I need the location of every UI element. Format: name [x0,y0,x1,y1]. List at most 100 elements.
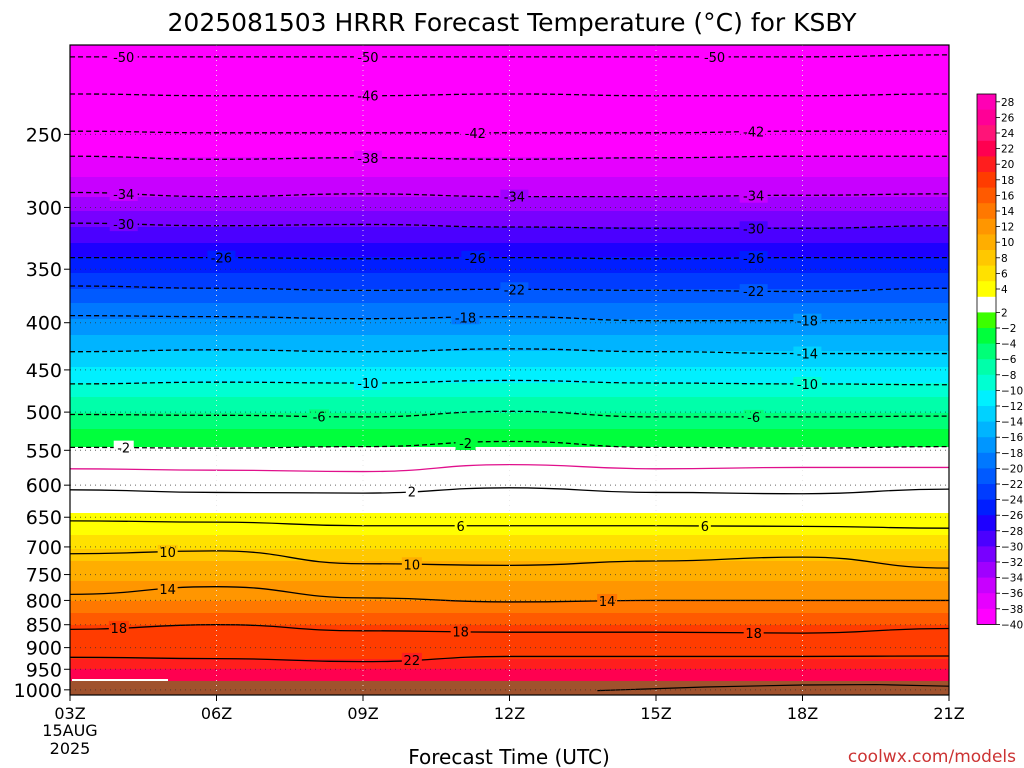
ground-snow-marker [72,679,168,681]
colorbar-swatch [977,530,996,547]
colorbar-tick-label: −34 [1001,573,1023,585]
y-tick-label: 400 [26,313,62,335]
colorbar-tick-label: 4 [1001,284,1008,296]
contour-label: -50 [113,51,134,66]
y-tick-label: 700 [26,537,62,559]
contour-label: -38 [357,152,378,167]
x-axis-label: Forecast Time (UTC) [408,745,610,768]
colorbar-swatch [977,218,996,235]
colorbar-tick-label: 8 [1001,253,1008,265]
colorbar-swatch [977,406,996,422]
isotherm-line [70,54,949,58]
contour-label: -34 [504,191,525,206]
colorbar-swatch [977,515,996,532]
colorbar-swatch [977,343,996,360]
colorbar-tick-label: −4 [1001,339,1017,351]
x-tick-label: 18Z [787,704,818,723]
isotherm-line [70,487,949,495]
colorbar-tick-label: 22 [1001,144,1014,156]
colorbar-swatch [977,608,996,625]
colorbar-tick-label: 14 [1001,206,1015,218]
contour-label: 18 [452,626,469,641]
contour-label: 10 [404,558,421,573]
colorbar-tick-label: 18 [1001,175,1014,187]
isotherm-line [70,130,949,134]
y-tick-label: 300 [26,197,62,219]
surface-isotherm-line [597,683,949,692]
colorbar-swatch [977,437,996,454]
x-axis: 03Z 06Z 09Z 12Z 15Z 18Z 21Z [54,695,965,723]
contour-label: -6 [747,411,760,426]
contour-label: -26 [211,252,232,267]
colorbar-tick-label: 16 [1001,190,1015,202]
contour-label: -46 [357,90,378,105]
contour-label: 18 [111,622,128,637]
colorbar-swatch [977,250,996,266]
colorbar-tick-label: 2 [1001,307,1008,319]
contour-label: -34 [113,188,134,203]
contour-label: -30 [113,218,134,233]
colorbar-tick-label: −30 [1001,541,1023,553]
contour-label: -50 [357,51,378,66]
contour-label: -14 [797,348,818,363]
colorbar-swatch [977,562,996,578]
isotherm-line [70,624,949,634]
colorbar-swatch [977,468,996,485]
colorbar-tick-label: −16 [1001,432,1023,444]
colorbar-tick-label: 6 [1001,268,1008,280]
contour-label: -26 [743,252,764,267]
contour-label: -10 [797,378,818,393]
contour-label: 14 [159,583,176,598]
isotherm-line [70,655,949,663]
colorbar-swatch [977,359,996,376]
colorbar-tick-label: 26 [1001,112,1015,124]
contour-label: -34 [743,190,764,205]
colorbar-tick-label: −32 [1001,557,1023,569]
colorbar-swatch [977,577,996,594]
y-tick-label: 250 [26,124,62,146]
contour-label: -26 [465,252,486,267]
colorbar-swatch [977,328,996,344]
colorbar-swatch [977,203,996,220]
contour-label: -22 [743,285,764,300]
colorbar-tick-label: 20 [1001,159,1014,171]
colorbar-swatch [977,187,996,204]
contour-label: 22 [404,654,421,669]
contour-label: 2 [408,485,416,500]
colorbar-tick-label: −38 [1001,604,1023,616]
y-tick-label: 800 [26,590,62,612]
colorbar-tick-label: −10 [1001,385,1023,397]
y-tick-label: 450 [26,360,62,382]
contour-label: 14 [599,595,616,610]
colorbar-tick-label: 24 [1001,128,1015,140]
y-axis: 2503003504004505005506006507007508008509… [14,124,70,702]
contour-label: -50 [704,51,725,66]
colorbar-tick-label: −20 [1001,463,1023,475]
chart-title: 2025081503 HRRR Forecast Temperature (°C… [168,8,858,37]
y-tick-label: 850 [26,615,62,637]
colorbar-tick-label: −24 [1001,495,1023,507]
colorbar-swatch [977,109,996,126]
x-tick-label: 03Z [54,704,85,723]
x-tick-label: 06Z [201,704,232,723]
contour-label: -6 [313,410,326,425]
colorbar-swatch [977,312,996,329]
colorbar-swatch [977,296,996,313]
contour-label: 6 [701,520,709,535]
colorbar-tick-label: −36 [1001,588,1023,600]
contour-label: 6 [457,520,465,535]
y-tick-label: 1000 [14,680,62,702]
colorbar-swatch [977,156,996,173]
y-tick-label: 550 [26,440,62,462]
contour-label: -2 [459,437,472,452]
colorbar-tick-label: −12 [1001,401,1023,413]
colorbar-swatch [977,140,996,157]
isotherm-line [70,440,949,449]
contour-label: -2 [117,442,130,457]
ground-strip [70,681,949,695]
x-tick-label: 21Z [933,704,964,723]
watermark-text: coolwx.com/models [848,747,1016,767]
colorbar-tick-label: −8 [1001,370,1016,382]
x-date-line1: 15AUG [42,721,97,740]
